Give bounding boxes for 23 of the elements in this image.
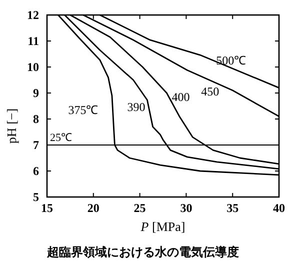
series-label: 500℃ [216,53,246,68]
y-tick-label: 12 [27,8,39,22]
y-tick-label: 5 [33,190,39,204]
y-tick-label: 7 [33,138,39,152]
y-tick-label: 11 [28,34,39,48]
series-label: 390 [127,100,146,114]
x-tick-label: 40 [273,201,285,215]
y-tick-label: 9 [33,86,39,100]
x-axis-title: P [MPa] [140,219,186,234]
series-label: 450 [201,84,220,99]
y-tick-label: 10 [27,60,39,74]
series-label: 375℃ [68,102,98,117]
x-tick-label: 35 [226,201,239,215]
text: 超臨界領域における水の電気伝導度 [46,245,239,259]
x-tick-label: 20 [87,201,100,215]
x-tick-label: 25 [134,201,146,215]
y-axis-title: pH [−] [4,108,19,144]
y-tick-label: 6 [33,164,39,178]
y-tick-label: 8 [33,112,39,126]
x-tick-label: 30 [180,201,192,215]
ref-line-label: 25℃ [50,132,72,144]
series-label: 400 [172,90,190,104]
x-tick-label: 15 [41,201,53,215]
